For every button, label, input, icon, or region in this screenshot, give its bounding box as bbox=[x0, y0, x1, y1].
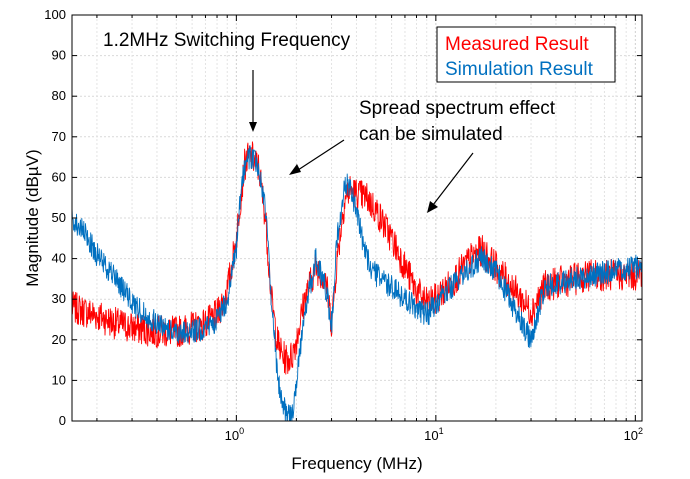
legend: Measured Result Simulation Result bbox=[436, 26, 616, 83]
y-tick-label: 70 bbox=[52, 129, 66, 144]
y-tick-label: 100 bbox=[44, 7, 66, 22]
legend-entry-simulation: Simulation Result bbox=[445, 59, 594, 80]
arrow-spread-spectrum-left bbox=[297, 139, 345, 171]
y-tick-label: 30 bbox=[52, 291, 66, 306]
arrowhead-switching-frequency bbox=[249, 122, 257, 132]
y-axis-label: Magnitude (dBµV) bbox=[23, 149, 42, 286]
y-tick-label: 40 bbox=[52, 251, 66, 266]
arrowhead-spread-spectrum-left bbox=[289, 164, 301, 175]
annotation-spread-spectrum-line1: Spread spectrum effect bbox=[359, 98, 556, 119]
y-tick-label: 60 bbox=[52, 169, 66, 184]
annotation-switching-frequency: 1.2MHz Switching Frequency bbox=[103, 30, 351, 51]
legend-entry-measured: Measured Result bbox=[445, 34, 589, 55]
annotations: 1.2MHz Switching Frequency Spread spectr… bbox=[103, 30, 556, 213]
annotation-spread-spectrum-line2: can be simulated bbox=[359, 124, 503, 145]
y-tick-label: 20 bbox=[52, 332, 66, 347]
y-tick-label: 50 bbox=[52, 210, 66, 225]
y-axis-ticks: 0 10 20 30 40 50 60 70 80 90 100 bbox=[44, 7, 642, 428]
x-tick-label: 102 bbox=[624, 426, 643, 443]
series-line-simulation bbox=[71, 145, 643, 422]
y-tick-label: 80 bbox=[52, 88, 66, 103]
series-line-measured bbox=[71, 141, 643, 375]
y-tick-label: 10 bbox=[52, 372, 66, 387]
arrowhead-spread-spectrum-right bbox=[427, 201, 438, 213]
x-axis-ticks: 100 101 102 bbox=[96, 15, 643, 443]
arrow-spread-spectrum-right bbox=[432, 152, 474, 206]
x-tick-label: 100 bbox=[225, 426, 244, 443]
series-layer bbox=[71, 141, 643, 422]
y-tick-label: 90 bbox=[52, 48, 66, 63]
legend-box bbox=[436, 26, 616, 83]
x-tick-label: 101 bbox=[424, 426, 443, 443]
y-tick-label: 0 bbox=[59, 413, 66, 428]
x-axis-label: Frequency (MHz) bbox=[291, 454, 422, 473]
